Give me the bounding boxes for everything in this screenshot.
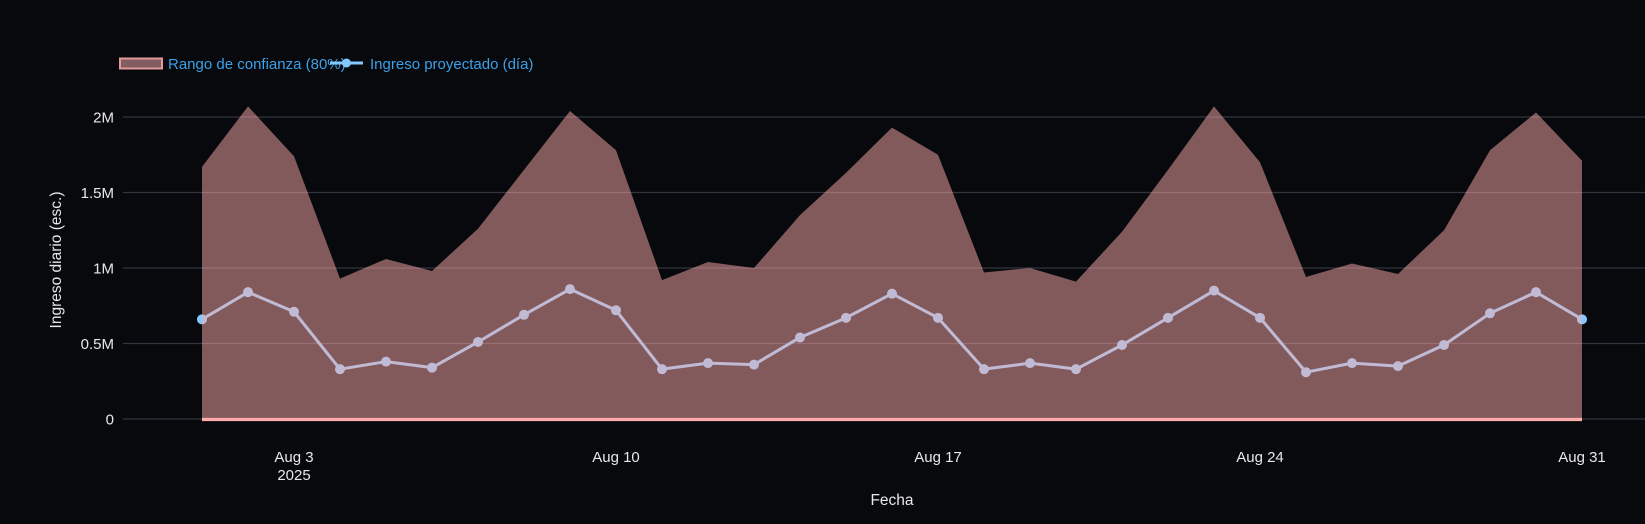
legend-label-confidence-band: Rango de confianza (80%) (168, 56, 346, 73)
y-axis-tick-labels: 0 0.5M 1M 1.5M 2M (81, 110, 114, 429)
y-tick-label: 0 (106, 412, 114, 429)
legend-label-projected-line: Ingreso proyectado (día) (370, 56, 533, 73)
x-tick-label: Aug 31 (1558, 449, 1606, 466)
x-tick-label: Aug 3 (274, 449, 313, 466)
traces-layer (197, 106, 1587, 422)
confidence-band-area (202, 106, 1582, 420)
y-tick-label: 1.5M (81, 185, 114, 202)
legend-item-confidence-band[interactable]: Rango de confianza (80%) (119, 56, 346, 73)
line-series-dot-icon (342, 58, 351, 68)
y-tick-label: 2M (93, 110, 114, 127)
y-axis-title: Ingreso diario (esc.) (48, 192, 65, 329)
x-tick-label: Aug 17 (914, 449, 962, 466)
x-tick-label: Aug 24 (1236, 449, 1284, 466)
y-tick-label: 1M (93, 261, 114, 278)
y-tick-label: 0.5M (81, 336, 114, 353)
legend-item-projected-line[interactable]: Ingreso proyectado (día) (330, 56, 533, 73)
x-axis-title: Fecha (870, 492, 913, 509)
legend: Rango de confianza (80%) Ingreso proyect… (119, 56, 533, 73)
x-tick-year-label: 2025 (277, 467, 310, 484)
confidence-band-swatch-icon (119, 57, 163, 70)
x-tick-label: Aug 10 (592, 449, 640, 466)
